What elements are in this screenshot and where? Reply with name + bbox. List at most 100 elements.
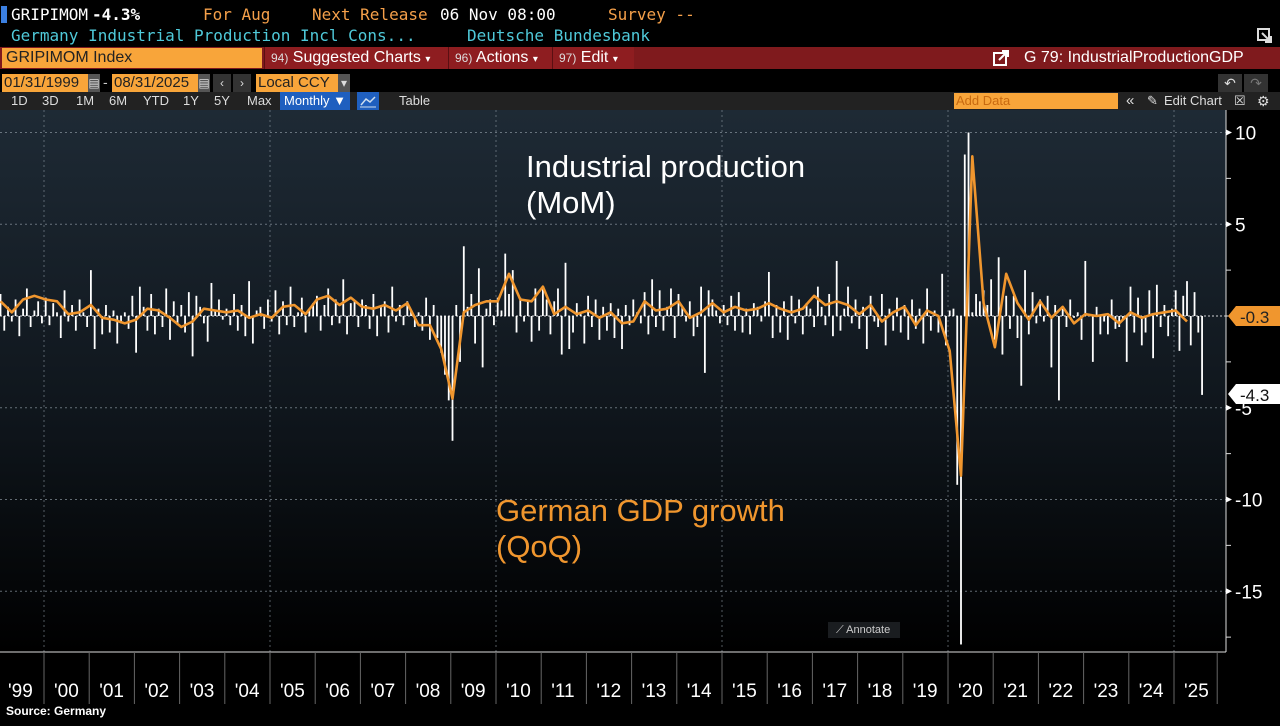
ip-bar <box>259 306 262 316</box>
calendar-icon[interactable]: ▤ <box>88 74 100 92</box>
ip-bar <box>18 316 21 337</box>
line-chart-icon[interactable] <box>357 92 379 110</box>
period-5y[interactable]: 5Y <box>214 93 230 108</box>
x-tick-label: '14 <box>687 681 712 702</box>
currency-select[interactable]: Local CCY <box>256 74 338 92</box>
ip-bar <box>255 310 258 316</box>
ip-bar <box>251 316 254 344</box>
ip-bar <box>120 316 122 324</box>
ip-bar <box>515 316 518 333</box>
period-1d[interactable]: 1D <box>11 93 28 108</box>
ip-bar <box>1031 292 1034 316</box>
ip-bar <box>941 273 944 316</box>
ip-bar <box>240 304 243 316</box>
ip-bar <box>300 297 303 316</box>
ip-bar <box>1163 304 1166 316</box>
ip-bar <box>236 316 239 331</box>
undo-icon[interactable]: ↶ <box>1218 74 1242 92</box>
period-1m[interactable]: 1M <box>76 93 95 108</box>
ip-bar <box>489 299 492 316</box>
ip-bar <box>293 316 296 328</box>
collapse-icon[interactable]: « <box>1126 92 1135 109</box>
ip-bar <box>244 316 247 337</box>
ip-bar <box>997 257 1000 316</box>
x-tick-label: '01 <box>99 681 124 702</box>
x-tick-label: '20 <box>958 681 983 702</box>
ip-bar <box>1107 316 1109 335</box>
x-tick-label: '15 <box>732 681 757 702</box>
ip-bar <box>534 288 537 316</box>
ip-bar <box>734 316 736 331</box>
redo-icon[interactable]: ↷ <box>1244 74 1268 92</box>
annotate-button[interactable]: ⟋ Annotate <box>828 622 900 638</box>
ip-bar <box>105 304 107 316</box>
ip-bar <box>888 308 891 316</box>
ip-bar <box>700 286 702 316</box>
period-max[interactable]: Max <box>247 93 272 108</box>
ip-bar <box>338 316 341 324</box>
suggested-charts-menu[interactable]: 94) Suggested Charts ▾ <box>264 47 448 69</box>
edit-chart-button[interactable]: Edit Chart <box>1164 93 1222 108</box>
period-ytd[interactable]: YTD <box>143 93 169 108</box>
ip-bar <box>617 308 620 316</box>
range-separator: - <box>103 74 108 90</box>
ip-bar <box>372 293 375 316</box>
x-tick-label: '21 <box>1003 681 1028 702</box>
security-input[interactable]: GRIPIMOM Index <box>2 48 262 68</box>
ip-bar <box>63 290 66 316</box>
gear-icon[interactable]: ⚙ <box>1257 93 1270 109</box>
ip-bar <box>395 316 397 322</box>
ip-bar <box>1027 316 1030 335</box>
ip-bar <box>1125 316 1128 362</box>
ip-bar <box>334 299 337 316</box>
ip-bar <box>319 316 322 331</box>
start-date-input[interactable]: 01/31/1999 <box>2 74 88 92</box>
ip-bar <box>557 288 559 316</box>
chart-area: 105-5-10-15 '99'00'01'02'03'04'05'06'07 '… <box>0 110 1280 704</box>
actions-menu[interactable]: 96) Actions ▾ <box>448 47 552 69</box>
table-button[interactable]: Table <box>399 93 431 108</box>
ip-bar <box>824 316 827 326</box>
ip-bar <box>86 316 89 328</box>
undock-icon[interactable] <box>1256 27 1276 45</box>
calendar-icon[interactable]: ▤ <box>198 74 210 92</box>
next-arrow-icon[interactable]: › <box>233 74 251 92</box>
period-1y[interactable]: 1Y <box>183 93 199 108</box>
period-6m[interactable]: 6M <box>109 93 128 108</box>
ip-bar <box>1001 316 1004 355</box>
ip-bar <box>670 288 672 316</box>
ip-bar <box>745 308 748 316</box>
previous-arrow-icon[interactable]: ‹ <box>213 74 231 92</box>
ip-bar <box>613 316 616 339</box>
ip-bar <box>180 304 183 316</box>
ip-bar <box>417 312 420 316</box>
ip-bar <box>945 316 947 346</box>
ip-bar <box>447 316 450 401</box>
ip-bar <box>327 288 330 316</box>
survey-label: Survey -- <box>608 5 695 24</box>
ip-bar <box>1046 295 1049 316</box>
export-icon[interactable] <box>993 50 1011 66</box>
y-tick-marker <box>1226 129 1232 136</box>
ip-bar <box>530 316 533 342</box>
ip-bar <box>832 316 834 337</box>
ip-bar <box>1012 295 1015 316</box>
caret-down-icon[interactable]: ▾ <box>338 74 350 92</box>
ip-bar <box>914 316 917 329</box>
edit-menu[interactable]: 97) Edit ▾ <box>552 47 634 69</box>
ip-bar <box>380 306 382 316</box>
y-tick-label: 5 <box>1235 215 1246 236</box>
annotate-label: Annotate <box>846 624 891 636</box>
end-date-input[interactable]: 08/31/2025 <box>112 74 198 92</box>
x-tick-label: '22 <box>1048 681 1073 702</box>
edit-annotation-icon[interactable]: ☒ <box>1234 93 1246 108</box>
ip-bar <box>809 308 812 316</box>
ip-bar <box>1152 316 1154 359</box>
period-3d[interactable]: 3D <box>42 93 59 108</box>
add-data-input[interactable]: Add Data <box>954 93 1118 109</box>
ip-bar <box>308 308 311 316</box>
frequency-select[interactable]: Monthly ▼ <box>280 92 350 110</box>
security-description: Germany Industrial Production Incl Cons.… <box>11 26 416 45</box>
ip-bar <box>643 292 646 316</box>
ip-bar <box>662 316 665 331</box>
